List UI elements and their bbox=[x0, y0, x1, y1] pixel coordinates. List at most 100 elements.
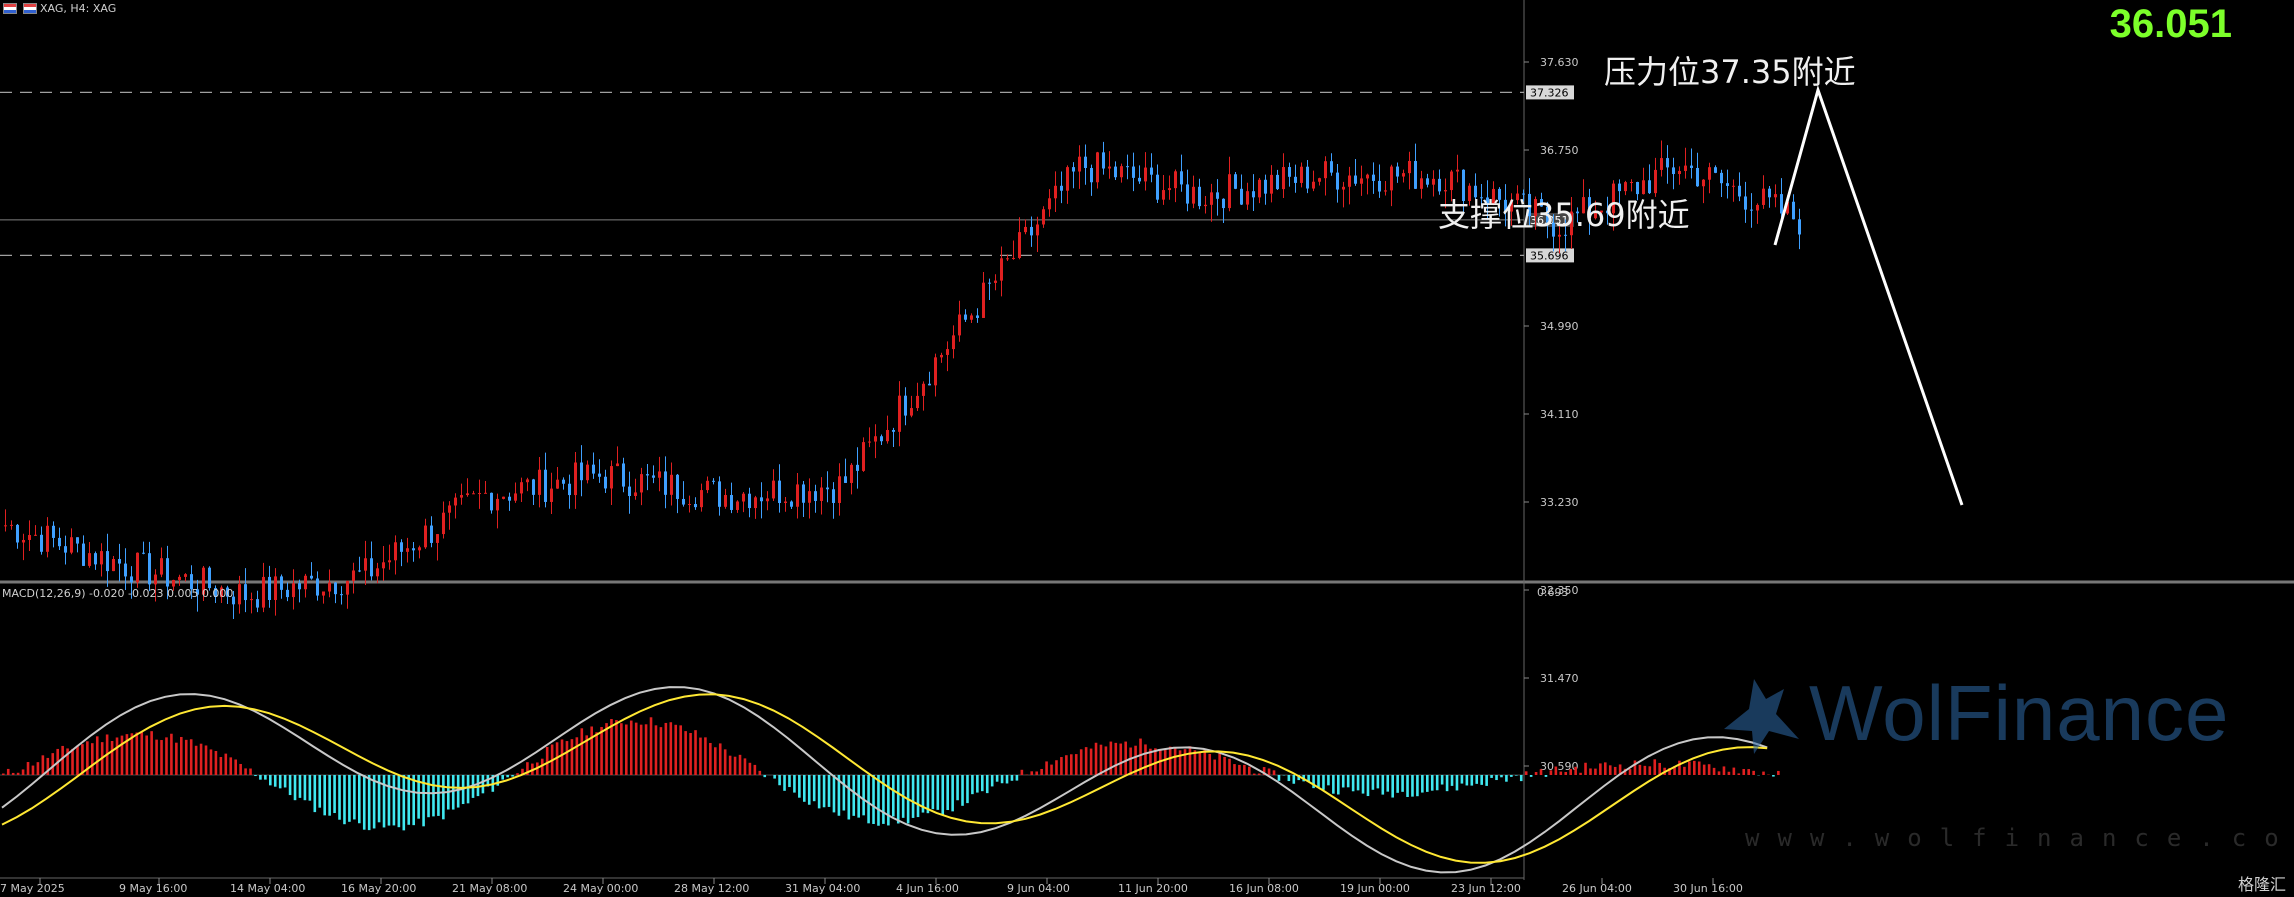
macd-histogram-bar bbox=[1020, 769, 1024, 775]
macd-histogram-bar bbox=[1188, 746, 1192, 775]
candle-body bbox=[88, 553, 91, 566]
candle-body bbox=[598, 473, 601, 477]
macd-histogram-bar bbox=[575, 737, 579, 775]
macd-histogram-bar bbox=[155, 739, 158, 775]
macd-histogram-bar bbox=[1549, 770, 1553, 775]
macd-histogram-bar bbox=[1099, 744, 1103, 775]
macd-histogram-bar bbox=[1252, 773, 1256, 775]
price-tick-label: 34.110 bbox=[1540, 408, 1579, 421]
macd-histogram-bar bbox=[1727, 771, 1731, 775]
candle-body bbox=[1228, 174, 1231, 209]
candle-body bbox=[1774, 194, 1777, 198]
candle-body bbox=[940, 354, 943, 358]
watermark-brand: WolFinance bbox=[1809, 669, 2230, 757]
macd-histogram-bar bbox=[1287, 775, 1291, 782]
candle-body bbox=[82, 543, 85, 566]
macd-histogram-bar bbox=[956, 775, 959, 801]
macd-histogram-bar bbox=[1440, 775, 1444, 785]
support-annotation: 支撑位35.69附近 bbox=[1438, 196, 1690, 234]
macd-histogram-bar bbox=[31, 765, 35, 775]
macd-histogram-bar bbox=[1470, 775, 1474, 786]
macd-histogram-bar bbox=[1178, 750, 1182, 775]
macd-histogram-bar bbox=[1638, 764, 1642, 775]
candle-body bbox=[616, 463, 619, 467]
candle-body bbox=[1000, 258, 1003, 281]
time-tick-label: 14 May 04:00 bbox=[230, 882, 305, 895]
candle-body bbox=[1234, 174, 1237, 189]
candle-body bbox=[634, 492, 637, 496]
candle-body bbox=[304, 575, 307, 590]
macd-histogram-bar bbox=[1480, 775, 1483, 785]
macd-histogram-bar bbox=[807, 775, 811, 805]
macd-histogram-bar bbox=[145, 735, 148, 775]
candle-body bbox=[40, 534, 43, 552]
macd-histogram-bar bbox=[432, 775, 435, 817]
candle-body bbox=[670, 474, 673, 495]
candle-body bbox=[124, 563, 127, 577]
candle-body bbox=[1426, 178, 1429, 185]
candle-body bbox=[46, 525, 49, 552]
candle-body bbox=[166, 558, 169, 587]
macd-histogram-bar bbox=[1411, 775, 1414, 797]
macd-histogram-bar bbox=[545, 746, 549, 775]
macd-histogram-bar bbox=[817, 775, 821, 809]
macd-histogram-bar bbox=[941, 775, 945, 816]
price-tick-label: 37.630 bbox=[1540, 56, 1579, 69]
macd-histogram-bar bbox=[654, 725, 658, 775]
macd-histogram-bar bbox=[1272, 770, 1276, 775]
candle-body bbox=[1678, 170, 1681, 175]
macd-histogram-bar bbox=[269, 775, 272, 786]
candle-body bbox=[514, 493, 517, 501]
candle-body bbox=[856, 464, 859, 471]
macd-histogram-bar bbox=[110, 741, 114, 775]
candle-body bbox=[1030, 226, 1033, 236]
macd-histogram-bar bbox=[862, 775, 865, 816]
candle-body bbox=[1594, 212, 1597, 219]
macd-histogram-bar bbox=[1762, 771, 1765, 775]
macd-histogram-bar bbox=[540, 758, 544, 775]
candle-body bbox=[556, 479, 559, 489]
candle-body bbox=[988, 282, 991, 284]
candle-body bbox=[1300, 166, 1303, 183]
macd-histogram-bar bbox=[1450, 775, 1454, 786]
macd-histogram-bar bbox=[372, 775, 376, 829]
macd-histogram-bar bbox=[1005, 775, 1009, 784]
macd-histogram-bar bbox=[1065, 755, 1068, 775]
macd-histogram-bar bbox=[308, 775, 312, 801]
macd-histogram-bar bbox=[1544, 775, 1548, 777]
macd-line bbox=[1, 686, 1768, 874]
candle-body bbox=[982, 282, 985, 318]
candle-body bbox=[1480, 197, 1483, 199]
candle-body bbox=[784, 501, 787, 504]
candle-body bbox=[1372, 174, 1375, 181]
macd-histogram-bar bbox=[61, 745, 64, 775]
macd-histogram-bar bbox=[1524, 771, 1528, 775]
candle-body bbox=[1726, 183, 1729, 186]
candle-body bbox=[1144, 167, 1147, 182]
candle-body bbox=[1282, 167, 1285, 190]
candle-body bbox=[934, 357, 937, 386]
macd-histogram-bar bbox=[417, 775, 420, 819]
price-tick-label: 30.590 bbox=[1540, 760, 1579, 773]
macd-histogram-bar bbox=[422, 775, 425, 827]
candle-body bbox=[154, 574, 157, 585]
macd-histogram-bar bbox=[842, 775, 846, 811]
macd-histogram-bar bbox=[199, 743, 203, 775]
candle-body bbox=[496, 498, 499, 511]
candle-body bbox=[184, 574, 187, 577]
macd-histogram-bar bbox=[1371, 775, 1375, 790]
macd-histogram-bar bbox=[1678, 760, 1681, 775]
macd-histogram-bar bbox=[387, 775, 391, 826]
candle-body bbox=[646, 474, 649, 476]
macd-histogram-bar bbox=[1213, 759, 1216, 775]
candle-body bbox=[1330, 161, 1333, 173]
candle-body bbox=[1768, 188, 1771, 198]
candle-body bbox=[1702, 179, 1705, 187]
candle-body bbox=[1672, 167, 1675, 175]
candle-body bbox=[334, 582, 337, 595]
macd-histogram-bar bbox=[610, 719, 613, 775]
macd-histogram-bar bbox=[887, 775, 890, 826]
candle-body bbox=[418, 547, 421, 551]
macd-histogram-bar bbox=[1341, 775, 1345, 788]
